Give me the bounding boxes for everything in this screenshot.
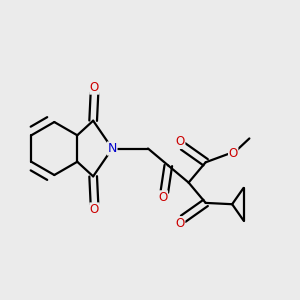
Text: O: O xyxy=(90,203,99,216)
Text: N: N xyxy=(107,142,117,155)
Text: O: O xyxy=(158,191,167,204)
Text: O: O xyxy=(90,81,99,94)
Text: O: O xyxy=(229,146,238,160)
Text: O: O xyxy=(176,217,185,230)
Text: O: O xyxy=(176,136,185,148)
